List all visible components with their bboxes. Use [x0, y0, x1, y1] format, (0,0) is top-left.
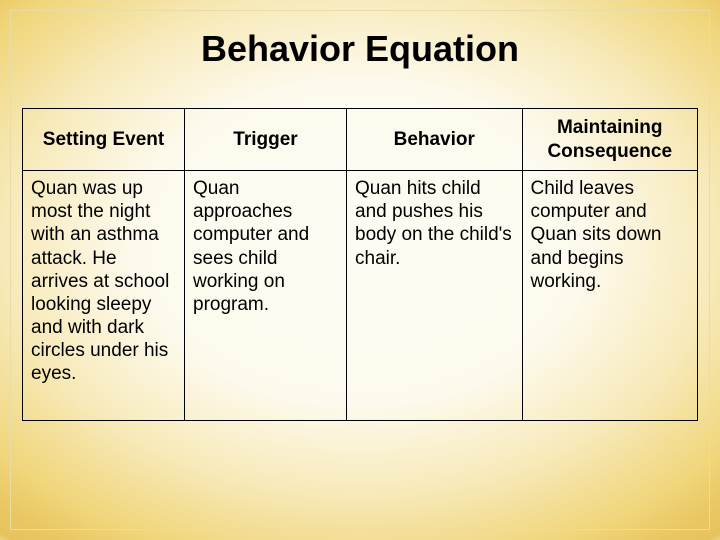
cell-behavior: Quan hits child and pushes his body on t… [347, 171, 523, 421]
col-header-setting-event: Setting Event [23, 109, 185, 171]
cell-setting-event: Quan was up most the night with an asthm… [23, 171, 185, 421]
slide-title: Behavior Equation [22, 28, 698, 70]
col-header-trigger: Trigger [185, 109, 347, 171]
cell-trigger: Quan approaches computer and sees child … [185, 171, 347, 421]
behavior-equation-table: Setting Event Trigger Behavior Maintaini… [22, 108, 698, 421]
table-header-row: Setting Event Trigger Behavior Maintaini… [23, 109, 698, 171]
cell-consequence: Child leaves computer and Quan sits down… [522, 171, 698, 421]
table-row: Quan was up most the night with an asthm… [23, 171, 698, 421]
slide: Behavior Equation Setting Event Trigger … [0, 0, 720, 540]
col-header-consequence: Maintaining Consequence [522, 109, 698, 171]
col-header-behavior: Behavior [347, 109, 523, 171]
